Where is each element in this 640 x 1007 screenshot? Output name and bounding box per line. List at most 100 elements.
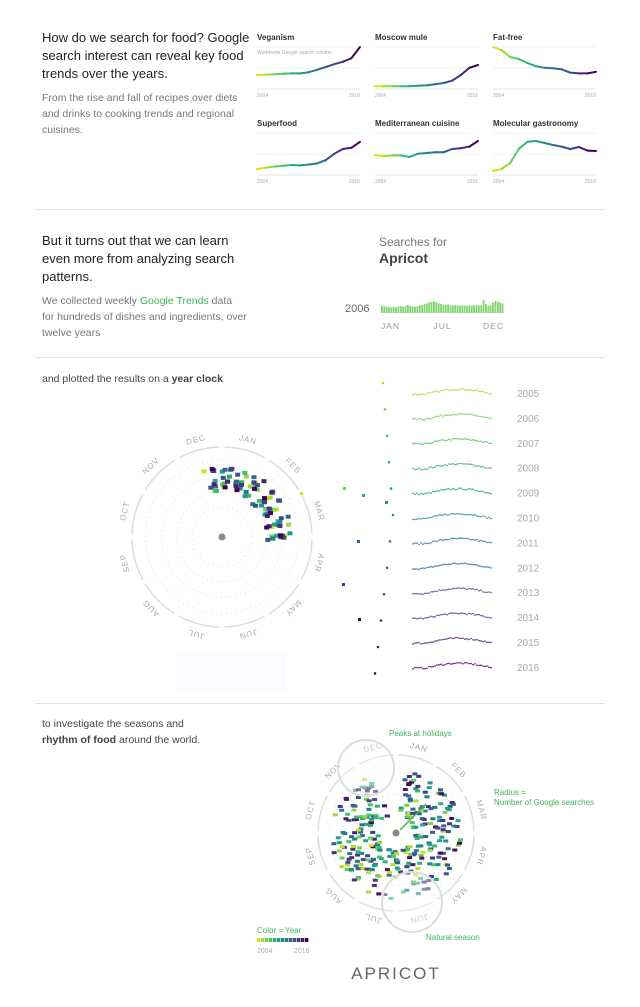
sparkline-point	[462, 537, 464, 540]
legend-swatch	[265, 938, 269, 942]
year-label: 2014	[517, 613, 540, 624]
sparkline-point	[420, 443, 422, 445]
data-point	[437, 819, 443, 823]
sparkline-point	[426, 492, 428, 494]
data-point	[264, 525, 270, 530]
sparkline-point	[490, 641, 492, 644]
sparkline-point	[412, 442, 414, 445]
text: around the world.	[116, 734, 201, 746]
sparkline-point	[448, 514, 450, 516]
week-bar	[463, 305, 466, 313]
data-point	[219, 469, 225, 474]
sparkline-point	[462, 662, 464, 665]
sparkline-point	[482, 540, 484, 542]
sparkline-point	[444, 663, 446, 666]
data-point	[404, 888, 410, 892]
data-point	[251, 475, 257, 480]
sparkline-point	[438, 664, 440, 666]
sparkline-point	[484, 540, 486, 543]
data-point	[419, 817, 425, 821]
sparkline-point	[414, 592, 416, 595]
sparkline-point	[436, 440, 438, 442]
data-point	[267, 511, 273, 516]
data-point	[447, 804, 453, 808]
google-trends-link[interactable]: Google Trends	[139, 295, 209, 307]
sparkline-point	[414, 617, 416, 620]
data-point	[346, 840, 352, 844]
trend-line-segment	[459, 66, 471, 76]
sparkline-point	[450, 463, 452, 465]
sparkline-point	[468, 438, 470, 440]
trend-line-segment	[333, 60, 344, 66]
sparkline-point	[422, 393, 424, 396]
data-point	[234, 479, 240, 484]
sparkline-point	[434, 590, 436, 593]
sparkline-point	[416, 418, 418, 421]
sparkline-point	[412, 542, 414, 545]
week-bar	[385, 306, 388, 313]
sparkline-point	[424, 418, 426, 421]
sparkline-point	[446, 439, 448, 441]
legend-swatch	[297, 938, 301, 942]
month-arc	[317, 795, 328, 831]
data-point	[418, 876, 424, 880]
sparkline-point	[436, 590, 438, 593]
sparkline-point	[478, 589, 480, 592]
sparkline-point	[424, 492, 426, 495]
sparkline-point	[418, 442, 420, 445]
sparkline-point	[420, 468, 422, 471]
radius-indicator	[399, 803, 427, 831]
sparkline-point	[488, 442, 490, 445]
data-point	[350, 847, 356, 851]
data-point	[407, 845, 413, 849]
sparkline-point	[472, 563, 474, 566]
sparkline-point	[442, 488, 444, 491]
sparkline-point	[428, 542, 430, 545]
data-point	[350, 845, 356, 849]
sparkline-point	[490, 567, 492, 569]
data-point	[353, 864, 359, 868]
sparkline-point	[478, 565, 480, 567]
data-point	[336, 849, 342, 853]
trend-line-segment	[577, 146, 589, 152]
data-point	[379, 816, 385, 820]
legend-swatch	[277, 938, 281, 942]
sparkline-point	[416, 468, 418, 471]
sparkline-point	[482, 441, 484, 444]
sparkline-point	[450, 663, 452, 665]
week-bar	[475, 305, 478, 313]
sparkline-point	[450, 389, 452, 391]
trend-line-segment	[560, 145, 572, 150]
sparkline-point	[452, 537, 454, 540]
sparkline-point	[488, 393, 490, 395]
week-bar	[461, 305, 464, 313]
data-point	[356, 835, 362, 839]
data-point	[337, 804, 343, 808]
sparkline-point	[420, 393, 422, 395]
sparkline-point	[438, 439, 440, 442]
trend-line-segment	[341, 146, 353, 150]
data-point	[208, 485, 214, 490]
month-arc	[436, 873, 463, 900]
week-bar	[454, 305, 457, 313]
data-point	[413, 825, 419, 829]
data-point	[366, 799, 372, 803]
data-point	[412, 851, 418, 855]
transition-point	[379, 619, 383, 622]
sparkline-point	[488, 666, 490, 669]
sparkline-point	[432, 590, 434, 593]
sparkline-point	[426, 667, 428, 670]
sparkline-point	[416, 642, 418, 644]
sparkline-point	[474, 414, 476, 417]
sparkline-point	[482, 566, 484, 568]
weekly-bar-chart: 2006 JAN JUL DEC	[345, 300, 504, 331]
sparkline-point	[426, 542, 428, 545]
transition-point	[383, 408, 387, 411]
sparkline-point	[424, 667, 426, 670]
sparkline-point	[432, 616, 434, 618]
sparkline-point	[438, 539, 440, 541]
data-point	[412, 772, 418, 776]
trend-line-segment	[316, 66, 327, 71]
data-point	[457, 838, 463, 842]
intro-heading: How do we search for food? Google search…	[42, 30, 250, 81]
